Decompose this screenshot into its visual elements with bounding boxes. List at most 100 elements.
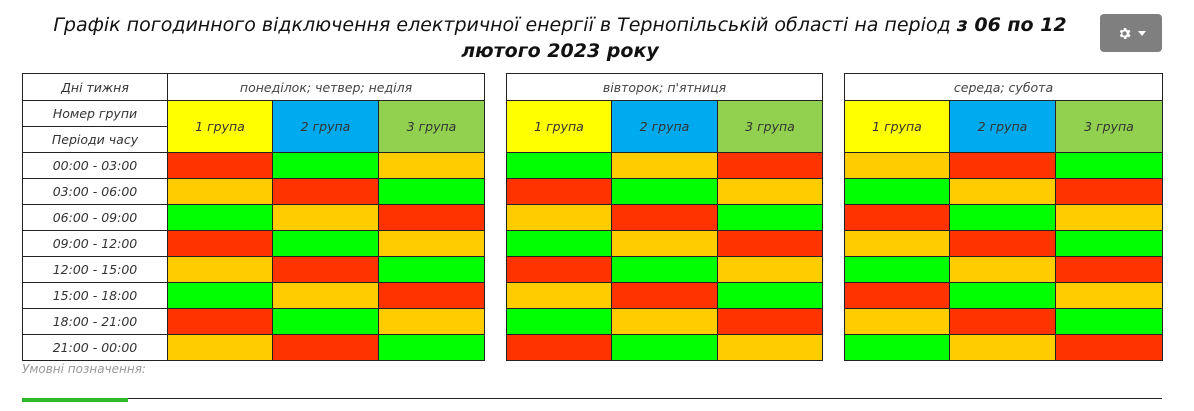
status-cell xyxy=(611,230,718,257)
status-cell xyxy=(844,308,950,335)
status-cell xyxy=(1055,334,1163,361)
status-cell xyxy=(717,334,823,361)
gear-icon xyxy=(1119,27,1131,39)
status-cell xyxy=(844,178,950,205)
schedule-row: 09:00 - 12:00 xyxy=(22,230,1163,257)
status-cell xyxy=(949,282,1056,309)
status-cell xyxy=(272,308,379,335)
status-cell xyxy=(717,256,823,283)
days-header-block-3: середа; субота xyxy=(844,73,1163,101)
status-cell xyxy=(506,308,612,335)
status-cell xyxy=(506,178,612,205)
status-cell xyxy=(611,256,718,283)
legend-box xyxy=(22,398,1162,411)
status-cell xyxy=(272,204,379,231)
schedule-row: 06:00 - 09:00 xyxy=(22,204,1163,231)
column-gap xyxy=(822,73,845,101)
status-cell xyxy=(717,178,823,205)
status-cell xyxy=(506,282,612,309)
legend-label: Умовні позначення: xyxy=(22,362,146,376)
group-number-label-cell: Номер групи xyxy=(22,100,168,127)
column-gap xyxy=(822,230,845,257)
chevron-down-icon xyxy=(1137,30,1146,36)
status-cell xyxy=(272,178,379,205)
legend-green-swatch xyxy=(22,398,128,402)
group-header-cell: 2 група xyxy=(949,100,1056,153)
status-cell xyxy=(949,308,1056,335)
status-cell xyxy=(717,152,823,179)
group-header-cell: 2 група xyxy=(611,100,718,153)
status-cell xyxy=(611,282,718,309)
title-text: Графік погодинного відключення електричн… xyxy=(53,14,951,36)
status-cell xyxy=(611,308,718,335)
column-gap xyxy=(822,256,845,283)
status-cell xyxy=(717,282,823,309)
time-period-cell: 03:00 - 06:00 xyxy=(22,178,168,205)
schedule-row: 12:00 - 15:00 xyxy=(22,256,1163,283)
column-gap xyxy=(484,178,507,205)
status-cell xyxy=(167,282,273,309)
column-gap xyxy=(484,282,507,309)
schedule-row: 03:00 - 06:00 xyxy=(22,178,1163,205)
status-cell xyxy=(844,334,950,361)
status-cell xyxy=(506,256,612,283)
group-header-cell: 1 група xyxy=(506,100,612,153)
status-cell xyxy=(378,308,485,335)
status-cell xyxy=(1055,230,1163,257)
schedule-row: 21:00 - 00:00 xyxy=(22,334,1163,361)
settings-dropdown-button[interactable] xyxy=(1100,14,1162,52)
schedule-row: 00:00 - 03:00 xyxy=(22,152,1163,179)
time-period-cell: 00:00 - 03:00 xyxy=(22,152,168,179)
status-cell xyxy=(717,230,823,257)
status-cell xyxy=(611,152,718,179)
days-label-cell: Дні тижня xyxy=(22,73,168,101)
status-cell xyxy=(506,204,612,231)
status-cell xyxy=(844,204,950,231)
days-header-block-1: понеділок; четвер; неділя xyxy=(167,73,485,101)
status-cell xyxy=(272,230,379,257)
status-cell xyxy=(844,230,950,257)
page-title: Графік погодинного відключення електричн… xyxy=(0,12,1120,64)
column-gap xyxy=(484,152,507,179)
schedule-row: 18:00 - 21:00 xyxy=(22,308,1163,335)
column-gap xyxy=(484,256,507,283)
status-cell xyxy=(949,230,1056,257)
column-gap xyxy=(484,204,507,231)
status-cell xyxy=(1055,178,1163,205)
status-cell xyxy=(378,204,485,231)
column-gap xyxy=(822,282,845,309)
schedule-row: 15:00 - 18:00 xyxy=(22,282,1163,309)
status-cell xyxy=(717,204,823,231)
status-cell xyxy=(506,334,612,361)
status-cell xyxy=(949,256,1056,283)
column-gap xyxy=(484,230,507,257)
status-cell xyxy=(378,334,485,361)
status-cell xyxy=(949,178,1056,205)
status-cell xyxy=(378,282,485,309)
status-cell xyxy=(167,334,273,361)
time-period-cell: 18:00 - 21:00 xyxy=(22,308,168,335)
column-gap xyxy=(484,100,507,153)
status-cell xyxy=(272,152,379,179)
status-cell xyxy=(167,178,273,205)
status-cell xyxy=(844,256,950,283)
status-cell xyxy=(611,178,718,205)
column-gap xyxy=(822,334,845,361)
status-cell xyxy=(167,152,273,179)
status-cell xyxy=(611,204,718,231)
status-cell xyxy=(167,204,273,231)
status-cell xyxy=(378,178,485,205)
status-cell xyxy=(506,152,612,179)
column-gap xyxy=(484,308,507,335)
outage-schedule-table: Дні тижня понеділок; четвер; неділя вівт… xyxy=(22,73,1163,361)
time-period-cell: 09:00 - 12:00 xyxy=(22,230,168,257)
status-cell xyxy=(949,204,1056,231)
status-cell xyxy=(167,230,273,257)
status-cell xyxy=(1055,152,1163,179)
group-header-cell: 3 група xyxy=(717,100,823,153)
column-gap xyxy=(484,73,507,101)
time-period-cell: 06:00 - 09:00 xyxy=(22,204,168,231)
status-cell xyxy=(272,282,379,309)
title-period-start: з 06 по 12 xyxy=(956,14,1067,36)
status-cell xyxy=(272,334,379,361)
